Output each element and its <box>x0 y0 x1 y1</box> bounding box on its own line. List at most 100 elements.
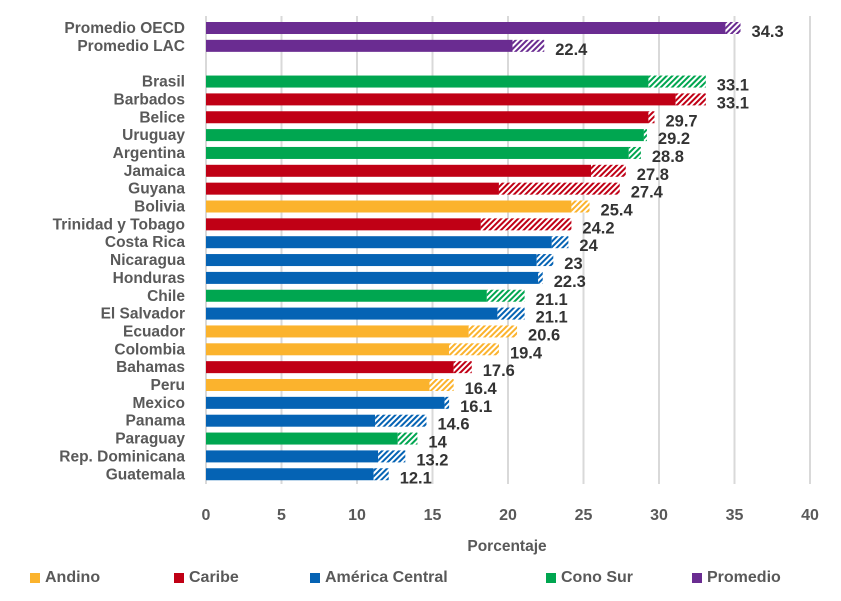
bar-solid-segment <box>206 396 445 409</box>
x-tick-label: 30 <box>650 507 668 524</box>
bar-solid-segment <box>206 307 498 320</box>
bar-solid-segment <box>206 93 676 106</box>
category-label: Rep. Dominicana <box>59 448 185 465</box>
legend-item-america-central: América Central <box>310 569 448 587</box>
data-label: 27.8 <box>637 166 669 184</box>
data-label: 12.1 <box>400 469 432 487</box>
bar-hatched-segment <box>480 218 572 231</box>
legend-swatch <box>310 573 320 583</box>
data-label: 23 <box>564 255 582 273</box>
bar-honduras <box>206 271 543 284</box>
bar-solid-segment <box>206 325 469 338</box>
data-label: 29.7 <box>665 112 697 130</box>
bar-solid-segment <box>206 200 572 213</box>
x-tick-label: 5 <box>277 507 286 524</box>
x-tick-label: 40 <box>801 507 819 524</box>
bar-hatched-segment <box>538 271 543 284</box>
x-tick-label: 0 <box>202 507 211 524</box>
category-label: Chile <box>147 288 185 305</box>
bar-mexico <box>206 396 450 409</box>
bar-jamaica <box>206 164 626 177</box>
bar-solid-segment <box>206 343 450 356</box>
data-label: 14.6 <box>437 416 469 434</box>
data-label: 16.1 <box>460 398 492 416</box>
category-label: Trinidad y Tobago <box>53 216 185 233</box>
bar-hatched-segment <box>725 22 741 34</box>
legend-label: Promedio <box>707 569 781 586</box>
data-label: 17.6 <box>483 362 515 380</box>
bar-brasil <box>206 75 706 88</box>
bar-solid-segment <box>206 39 513 52</box>
bar-solid-segment <box>206 129 644 142</box>
bar-promedio-lac <box>206 39 545 52</box>
data-label: 16.4 <box>465 380 498 398</box>
value-labels: 34.3 22.4 33.133.1 29.729.228.827.827.425.4… <box>400 23 784 487</box>
data-label: 28.8 <box>652 148 684 166</box>
bar-bahamas <box>206 361 472 374</box>
category-label: Guatemala <box>106 466 186 483</box>
bar-solid-segment <box>206 111 649 124</box>
data-label: 22.4 <box>555 41 588 59</box>
bar-hatched-segment <box>675 93 706 106</box>
data-label: 33.1 <box>717 94 749 112</box>
bar-hatched-segment <box>628 146 641 159</box>
bar-uruguay <box>206 129 647 142</box>
bar-hatched-segment <box>373 468 389 481</box>
bar-solid-segment <box>206 468 374 481</box>
legend-item-andino: Andino <box>30 569 100 587</box>
legend-swatch <box>546 573 556 583</box>
data-label: 13.2 <box>416 451 448 469</box>
bar-el-salvador <box>206 307 525 320</box>
category-label: Honduras <box>113 270 185 287</box>
bars <box>206 22 741 481</box>
bar-solid-segment <box>206 289 487 302</box>
bar-solid-segment <box>206 432 398 445</box>
category-label: Guyana <box>128 181 185 198</box>
data-label: 34.3 <box>752 23 784 41</box>
x-tick-label: 15 <box>424 507 442 524</box>
data-label: 21.1 <box>536 309 568 327</box>
bar-hatched-segment <box>498 182 620 195</box>
bar-hatched-segment <box>375 414 427 427</box>
bar-hatched-segment <box>444 396 450 409</box>
bar-guatemala <box>206 468 389 481</box>
bar-barbados <box>206 93 706 106</box>
category-label: Brasil <box>142 74 185 91</box>
bar-paraguay <box>206 432 418 445</box>
legend-item-cono-sur: Cono Sur <box>546 569 633 587</box>
legend-swatch <box>30 573 40 583</box>
bar-solid-segment <box>206 182 499 195</box>
bar-hatched-segment <box>468 325 518 338</box>
legend-label: Caribe <box>189 569 239 586</box>
bar-solid-segment <box>206 218 481 231</box>
x-tick-label: 20 <box>499 507 517 524</box>
legend-item-caribe: Caribe <box>174 569 239 587</box>
category-label: Mexico <box>132 395 185 412</box>
legend-item-promedio: Promedio <box>692 569 781 587</box>
bar-solid-segment <box>206 379 430 391</box>
data-label: 24 <box>579 237 598 255</box>
legend-label: Cono Sur <box>561 569 633 586</box>
category-label: Uruguay <box>122 127 185 144</box>
bar-bolivia <box>206 200 590 213</box>
bar-hatched-segment <box>429 379 454 391</box>
bar-hatched-segment <box>397 432 418 445</box>
x-tick-label: 10 <box>348 507 366 524</box>
bar-solid-segment <box>206 22 726 34</box>
data-label: 20.6 <box>528 326 560 344</box>
bar-hatched-segment <box>591 164 626 177</box>
bar-solid-segment <box>206 361 454 374</box>
bar-costa-rica <box>206 236 569 249</box>
bar-colombia <box>206 343 499 356</box>
data-label: 21.1 <box>536 291 568 309</box>
data-label: 22.3 <box>554 273 586 291</box>
bar-chile <box>206 289 525 302</box>
data-label: 19.4 <box>510 344 543 362</box>
x-tick-labels: 0 5 10 15 20 25 30 35 40 <box>202 507 819 524</box>
data-label: 33.1 <box>717 77 749 95</box>
bar-solid-segment <box>206 414 376 427</box>
bar-peru <box>206 379 454 391</box>
bar-hatched-segment <box>497 307 525 320</box>
